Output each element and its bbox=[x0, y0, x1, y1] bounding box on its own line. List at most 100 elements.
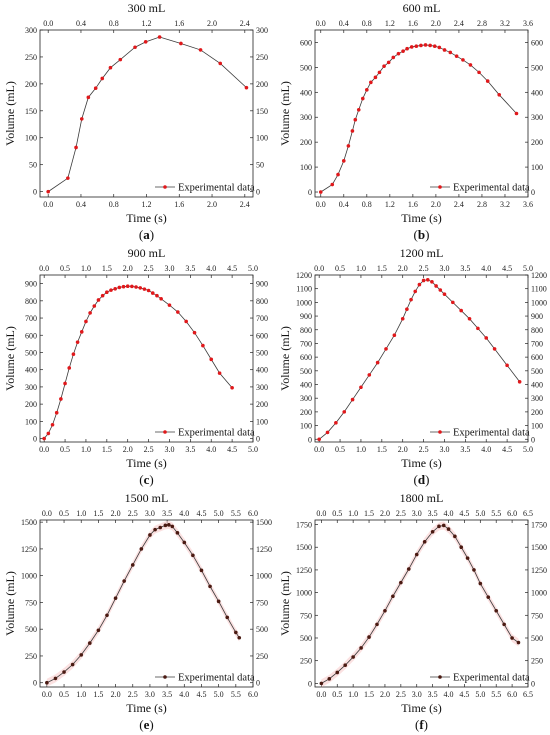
y-axis-label: Volume (mL) bbox=[3, 326, 17, 391]
data-point bbox=[356, 107, 361, 112]
x-tick-label: 1.5 bbox=[93, 690, 103, 699]
y-tick-label-right: 600 bbox=[256, 331, 268, 340]
x-tick-label-top: 4.0 bbox=[481, 264, 491, 273]
x-tick-label: 2.0 bbox=[111, 690, 121, 699]
x-tick-label: 4.5 bbox=[502, 445, 512, 454]
y-tick-label-right: 100 bbox=[256, 134, 268, 143]
data-point bbox=[198, 48, 203, 52]
data-point bbox=[386, 60, 391, 65]
data-point bbox=[319, 681, 324, 686]
y-tick-label-right: 250 bbox=[256, 652, 268, 661]
x-tick-label-top: 0.0 bbox=[316, 509, 326, 518]
data-point bbox=[409, 45, 414, 49]
data-point bbox=[208, 584, 212, 589]
data-point bbox=[419, 43, 423, 48]
data-point bbox=[54, 410, 59, 415]
y-tick-label-right: 50 bbox=[256, 161, 264, 170]
y-tick-label: 100 bbox=[25, 417, 37, 426]
y-tick-label: 300 bbox=[25, 383, 37, 392]
y-tick-label: 200 bbox=[25, 400, 37, 409]
x-axis-label: Time (s) bbox=[126, 456, 167, 470]
plot-frame bbox=[314, 519, 529, 688]
x-tick-label: 2.4 bbox=[240, 200, 250, 209]
x-tick-label-top: 5.0 bbox=[248, 264, 258, 273]
y-tick-label: 100 bbox=[25, 134, 37, 143]
x-tick-label-top: 1.2 bbox=[142, 19, 152, 28]
x-axis-label: Time (s) bbox=[126, 211, 167, 225]
y-tick-label: 50 bbox=[29, 161, 37, 170]
data-point bbox=[365, 88, 369, 92]
data-point bbox=[130, 563, 135, 567]
y-tick-label-right: 0 bbox=[531, 188, 535, 197]
data-point bbox=[153, 527, 157, 532]
x-tick-label: 1.6 bbox=[174, 200, 184, 209]
data-point bbox=[486, 595, 491, 599]
data-point bbox=[335, 670, 340, 675]
data-point bbox=[461, 58, 465, 62]
data-point bbox=[367, 635, 371, 639]
data-point bbox=[494, 608, 499, 613]
x-tick-label: 1.0 bbox=[356, 445, 366, 454]
y-tick-label-right: 0 bbox=[256, 435, 260, 444]
data-point bbox=[454, 54, 459, 58]
chart-panel-f: 1800 mL 0.0 0.0 0.5 0.5 1.0 1.0 1.5 1.5 2.0 2.0 2.5… bbox=[275, 490, 550, 735]
data-point bbox=[182, 540, 187, 545]
y-tick-label: 800 bbox=[300, 326, 312, 335]
y-axis-label: Volume (mL) bbox=[3, 571, 17, 636]
plot-frame bbox=[314, 29, 529, 198]
y-axis-label: Volume (mL) bbox=[278, 326, 292, 391]
y-tick-label-right: 200 bbox=[531, 408, 543, 417]
y-tick-label-right: 300 bbox=[256, 26, 268, 35]
y-tick-label: 250 bbox=[25, 53, 37, 62]
y-tick-label-right: 1000 bbox=[531, 298, 547, 307]
data-point bbox=[79, 330, 84, 334]
y-tick-label-right: 600 bbox=[531, 38, 543, 47]
plot-frame bbox=[39, 519, 254, 688]
x-tick-label: 2.5 bbox=[128, 690, 138, 699]
data-point bbox=[400, 317, 405, 321]
x-tick-label: 0.8 bbox=[109, 200, 119, 209]
data-point bbox=[75, 340, 80, 344]
data-point bbox=[327, 677, 332, 681]
x-tick-label: 2.5 bbox=[396, 690, 406, 699]
y-tick-label-right: 800 bbox=[256, 297, 268, 306]
data-point bbox=[375, 360, 380, 365]
x-tick-label-top: 5.5 bbox=[231, 509, 241, 518]
x-tick-label-top: 3.6 bbox=[523, 19, 533, 28]
panel-label: (a) bbox=[139, 227, 154, 242]
x-tick-label: 1.5 bbox=[377, 445, 387, 454]
chart-title: 900 mL bbox=[128, 246, 166, 260]
data-point bbox=[384, 347, 388, 351]
data-point bbox=[88, 641, 92, 645]
data-point bbox=[105, 290, 109, 295]
x-tick-label-top: 4.0 bbox=[444, 509, 454, 518]
data-point bbox=[497, 93, 502, 97]
y-tick-label: 0 bbox=[308, 679, 312, 688]
x-tick-label-top: 1.6 bbox=[174, 19, 184, 28]
data-point bbox=[46, 431, 51, 436]
data-point bbox=[79, 117, 84, 121]
data-point bbox=[70, 662, 75, 667]
x-tick-label-top: 2.0 bbox=[431, 19, 441, 28]
y-tick-label-right: 700 bbox=[531, 339, 543, 348]
x-tick-label-top: 5.0 bbox=[523, 264, 533, 273]
data-point bbox=[465, 556, 470, 560]
x-tick-label-top: 4.0 bbox=[206, 264, 216, 273]
x-tick-label-top: 2.5 bbox=[128, 509, 138, 518]
data-point bbox=[133, 45, 137, 50]
x-tick-label-top: 3.5 bbox=[460, 264, 470, 273]
chart-panel-d: 1200 mL 0.0 0.0 0.5 0.5 1.0 1.0 1.5 1.5 2.0 2.0 2.5… bbox=[275, 245, 550, 490]
x-tick-label-top: 6.0 bbox=[248, 509, 258, 518]
y-tick-label: 500 bbox=[25, 625, 37, 634]
x-tick-label-top: 1.5 bbox=[93, 509, 103, 518]
x-tick-label: 5.0 bbox=[475, 690, 485, 699]
x-tick-label-top: 0.5 bbox=[59, 509, 69, 518]
x-tick-label: 3.6 bbox=[523, 200, 533, 209]
y-tick-label-right: 200 bbox=[531, 138, 543, 147]
y-tick-label: 400 bbox=[300, 88, 312, 97]
data-point bbox=[53, 676, 58, 681]
y-tick-label: 200 bbox=[300, 138, 312, 147]
y-tick-label: 800 bbox=[25, 297, 37, 306]
data-point bbox=[391, 594, 395, 599]
data-point bbox=[191, 553, 195, 558]
